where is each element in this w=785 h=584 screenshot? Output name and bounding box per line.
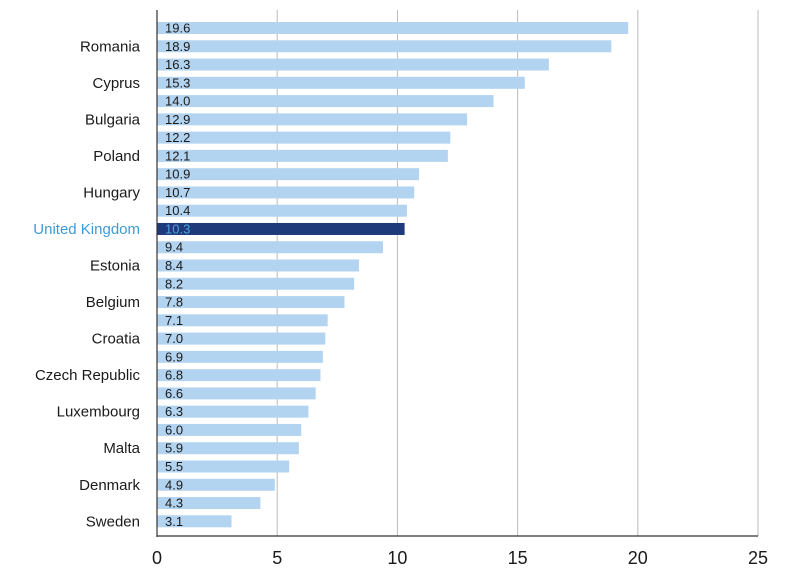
bar-3 xyxy=(157,76,525,89)
category-label-luxembourg: Luxembourg xyxy=(57,404,140,421)
x-tick-label-10: 10 xyxy=(387,548,407,568)
category-label-poland: Poland xyxy=(93,148,140,165)
category-label-hungary: Hungary xyxy=(83,184,140,201)
x-tick-label-20: 20 xyxy=(628,548,648,568)
bar-9 xyxy=(157,186,415,199)
category-label-united-kingdom: United Kingdom xyxy=(33,221,140,238)
value-label-11: 10.3 xyxy=(165,221,190,236)
axes-group xyxy=(156,10,758,537)
value-label-22: 6.0 xyxy=(165,422,183,437)
bar-0 xyxy=(157,22,629,34)
value-label-4: 14.0 xyxy=(165,94,190,109)
value-label-16: 7.1 xyxy=(165,313,183,328)
bar-15 xyxy=(157,296,345,309)
grid-lines xyxy=(276,10,759,536)
value-label-27: 3.1 xyxy=(165,514,183,529)
x-tick-label-0: 0 xyxy=(152,548,162,568)
value-label-0: 19.6 xyxy=(165,21,190,36)
x-tick-label-25: 25 xyxy=(748,548,768,568)
value-label-15: 7.8 xyxy=(165,295,183,310)
bar-2 xyxy=(157,58,549,71)
bar-14 xyxy=(157,277,355,290)
bar-21 xyxy=(157,405,309,418)
bar-16 xyxy=(157,314,328,327)
value-label-21: 6.3 xyxy=(165,404,183,419)
category-label-croatia: Croatia xyxy=(92,331,141,348)
category-label-malta: Malta xyxy=(103,440,140,457)
bar-25 xyxy=(157,478,275,491)
category-label-romania: Romania xyxy=(80,38,141,55)
bar-23 xyxy=(157,442,299,455)
bars-group: 19.6 18.9 16.3 15.3 14.0 12.9 12.2 12.1 10.9 10.7… xyxy=(157,21,629,529)
bar-20 xyxy=(157,387,316,400)
bar-12 xyxy=(157,241,383,254)
value-label-7: 12.1 xyxy=(165,148,190,163)
bar-27 xyxy=(157,515,232,528)
bar-13 xyxy=(157,259,359,272)
value-label-20: 6.6 xyxy=(165,386,183,401)
value-label-2: 16.3 xyxy=(165,57,190,72)
value-label-13: 8.4 xyxy=(165,258,183,273)
value-label-14: 8.2 xyxy=(165,276,183,291)
category-label-belgium: Belgium xyxy=(86,294,140,311)
x-tick-label-5: 5 xyxy=(272,548,282,568)
category-label-bulgaria: Bulgaria xyxy=(85,111,141,128)
bar-4 xyxy=(157,95,494,108)
x-tick-label-15: 15 xyxy=(508,548,528,568)
value-label-17: 7.0 xyxy=(165,331,183,346)
value-label-5: 12.9 xyxy=(165,112,190,127)
value-label-25: 4.9 xyxy=(165,477,183,492)
value-label-3: 15.3 xyxy=(165,75,190,90)
bar-10 xyxy=(157,204,408,217)
bar-11 xyxy=(157,222,405,235)
bar-26 xyxy=(157,497,261,510)
bar-18 xyxy=(157,350,323,363)
bar-17 xyxy=(157,332,326,345)
bar-1 xyxy=(157,40,612,53)
value-label-19: 6.8 xyxy=(165,368,183,383)
value-label-26: 4.3 xyxy=(165,496,183,511)
category-labels: Romania Cyprus Bulgaria Poland Hungary United… xyxy=(33,38,140,530)
bar-7 xyxy=(157,149,448,162)
category-label-denmark: Denmark xyxy=(79,477,140,494)
value-label-10: 10.4 xyxy=(165,203,190,218)
value-label-6: 12.2 xyxy=(165,130,190,145)
category-label-cyprus: Cyprus xyxy=(92,75,140,92)
category-label-sweden: Sweden xyxy=(86,513,140,530)
value-label-9: 10.7 xyxy=(165,185,190,200)
value-label-24: 5.5 xyxy=(165,459,183,474)
value-label-23: 5.9 xyxy=(165,441,183,456)
bar-5 xyxy=(157,113,468,126)
value-label-8: 10.9 xyxy=(165,167,190,182)
bar-6 xyxy=(157,131,451,144)
bar-24 xyxy=(157,460,290,473)
value-label-18: 6.9 xyxy=(165,349,183,364)
x-tick-labels: 0 5 10 15 20 25 xyxy=(152,548,768,568)
value-label-12: 9.4 xyxy=(165,240,183,255)
bar-22 xyxy=(157,423,302,436)
value-label-1: 18.9 xyxy=(165,39,190,54)
bar-19 xyxy=(157,369,321,382)
bar-8 xyxy=(157,168,420,181)
category-label-czech-republic: Czech Republic xyxy=(35,367,141,384)
category-label-estonia: Estonia xyxy=(90,258,141,275)
